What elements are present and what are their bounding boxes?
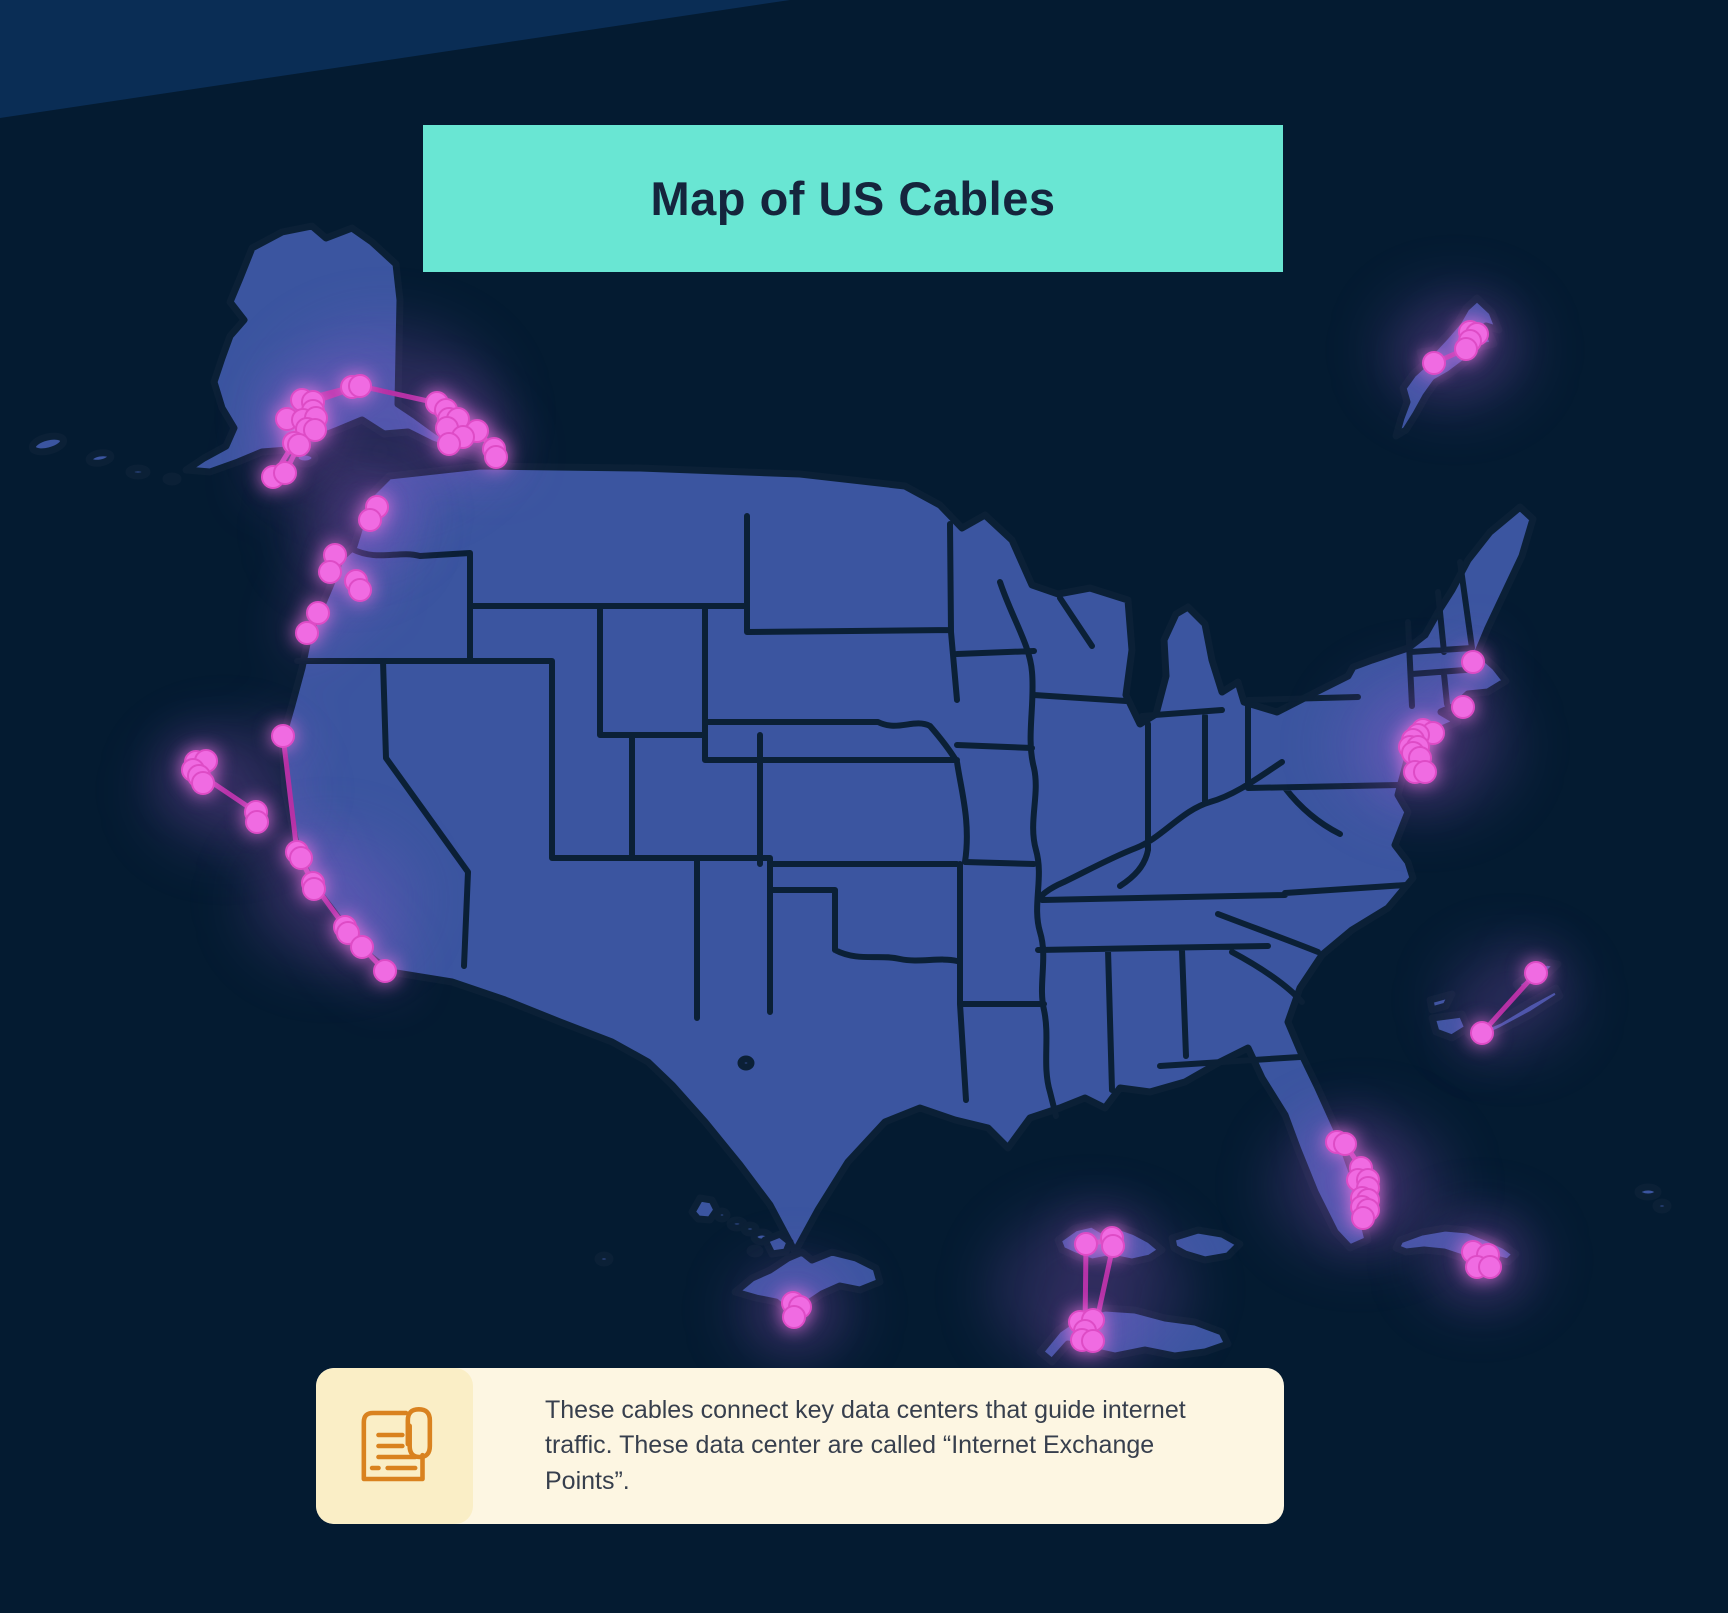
puerto-rico-cluster (1068, 1226, 1125, 1353)
northeast-cluster (1398, 650, 1485, 784)
cluster-glow (990, 1210, 1190, 1370)
note-icon-panel (316, 1368, 473, 1524)
cable-landing-point (287, 433, 311, 457)
cable-landing-point (484, 445, 508, 469)
atlantic-island-cluster (1422, 320, 1489, 375)
cable-landing-point (306, 601, 330, 625)
offshore-west-cluster (181, 749, 269, 834)
cable-landing-point (1413, 760, 1437, 784)
note-body: These cables connect key data centers th… (473, 1368, 1284, 1524)
cable-landing-point (289, 846, 313, 870)
caribbean-east-cluster (1461, 1240, 1502, 1279)
alaska-cluster (261, 374, 508, 489)
cable-landing-point (1074, 1232, 1098, 1256)
cable-landing-point (1461, 650, 1485, 674)
note-text: These cables connect key data centers th… (545, 1395, 1186, 1495)
alaska-shape (182, 222, 514, 476)
cable-landing-point (1333, 1132, 1357, 1156)
pacific-island-cluster (1470, 961, 1548, 1045)
cable-landing-point (1101, 1234, 1125, 1258)
cable-landing-point (350, 935, 374, 959)
cable-landing-point (245, 810, 269, 834)
document-paperclip-icon (361, 1407, 432, 1482)
florida-cluster (1325, 1130, 1380, 1230)
cable-landing-point (191, 771, 215, 795)
page-title: Map of US Cables (650, 172, 1056, 225)
cable-landing-point (273, 461, 297, 485)
pacific-northwest-cluster (295, 495, 389, 645)
cable-landing-point (1478, 1255, 1502, 1279)
cable-landing-point (1422, 351, 1446, 375)
cable-landing-point (1524, 961, 1548, 985)
cable-landing-point (373, 959, 397, 983)
state-borders (294, 513, 1481, 1119)
cable-landing-point (271, 724, 295, 748)
gulf-island-cluster (781, 1291, 812, 1329)
cluster-glow (245, 832, 415, 968)
cable-landing-point (318, 560, 342, 584)
note-card: These cables connect key data centers th… (316, 1368, 1284, 1524)
cluster-glow (270, 323, 500, 507)
hawaii-islands (594, 1055, 794, 1267)
cable-landing-point (1454, 337, 1478, 361)
document-paperclip-icon-strokes (361, 1407, 432, 1482)
cable-landing-point (1351, 1206, 1375, 1230)
california-cluster (271, 724, 397, 983)
cable-landing-point (348, 374, 372, 398)
title-banner: Map of US Cables (423, 125, 1283, 272)
cable-landing-point (348, 578, 372, 602)
cable-landing-point (1081, 1329, 1105, 1353)
cable-landing-point (437, 432, 461, 456)
cable-landing-point (295, 621, 319, 645)
cable-landing-point (1470, 1021, 1494, 1045)
cable-landing-point (358, 508, 382, 532)
cable-landing-point (302, 877, 326, 901)
map-landmasses (28, 222, 1672, 1366)
cable-landing-point (336, 921, 360, 945)
us-mainland-shape (278, 462, 1537, 1256)
pacific-island-cable (1479, 970, 1539, 1036)
cable-landing-point (782, 1305, 806, 1329)
cable-landing-point (303, 418, 327, 442)
dot-layer (181, 320, 1548, 1353)
cable-landing-point (1451, 695, 1475, 719)
